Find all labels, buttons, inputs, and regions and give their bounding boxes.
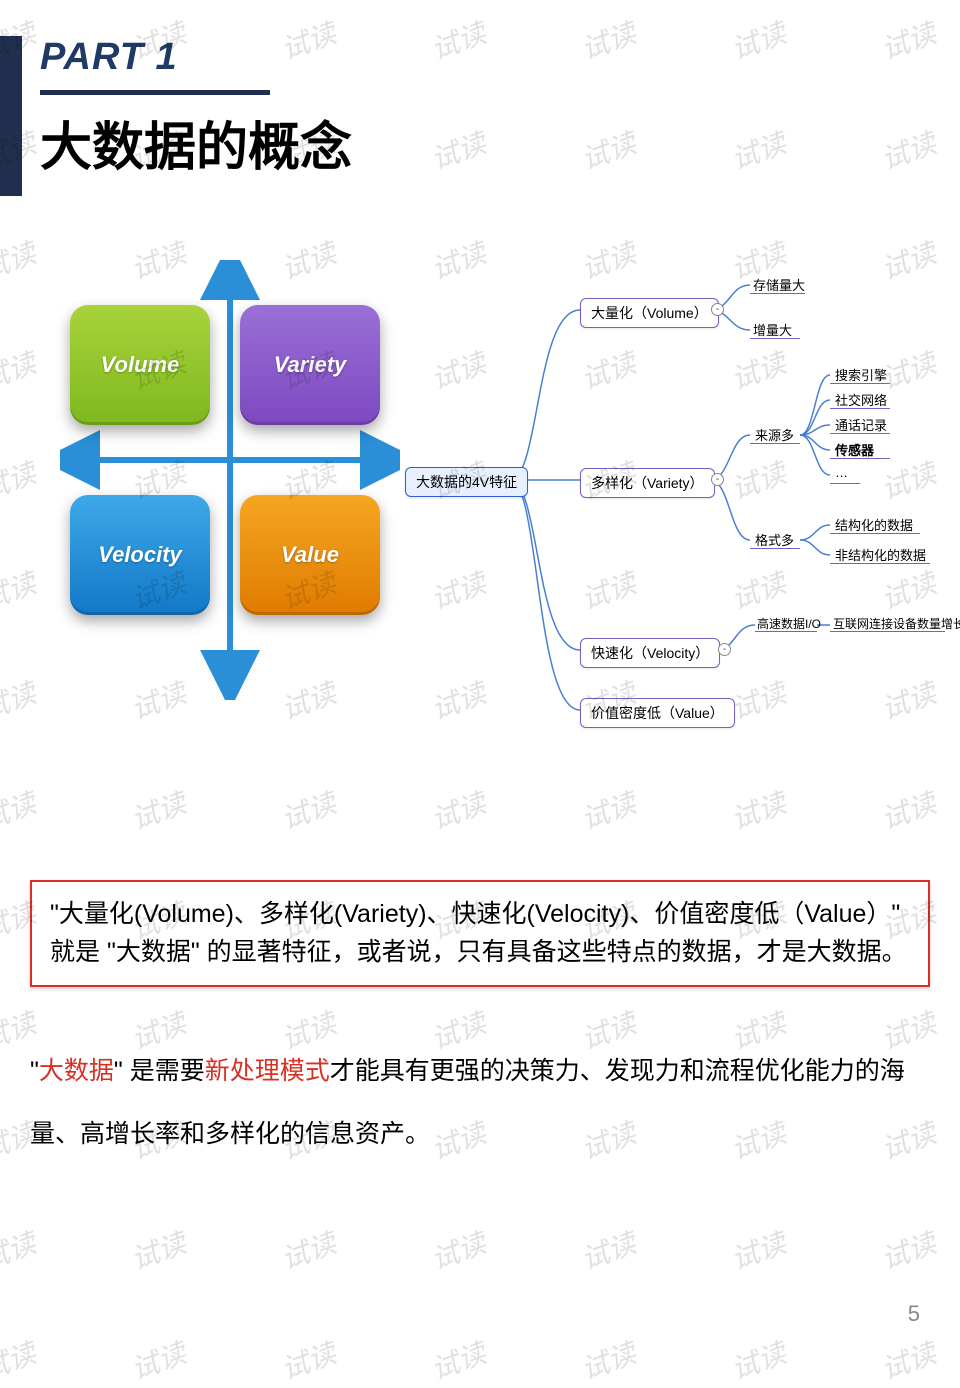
leaf-underline bbox=[830, 408, 890, 409]
node-volume: 大量化（Volume） bbox=[580, 298, 719, 328]
leaf-call: 通话记录 bbox=[835, 415, 887, 434]
leaf-search: 搜索引擎 bbox=[835, 365, 887, 384]
node-variety: 多样化（Variety） bbox=[580, 468, 715, 498]
leaf-underline bbox=[830, 631, 945, 632]
leaf-structured: 结构化的数据 bbox=[835, 515, 913, 534]
page-title: 大数据的概念 bbox=[40, 105, 352, 180]
para-pre: " bbox=[30, 1057, 39, 1085]
tile-velocity: Velocity bbox=[70, 495, 210, 615]
node-velocity: 快速化（Velocity） bbox=[580, 638, 720, 668]
toggle-icon: - bbox=[718, 643, 731, 656]
tile-value: Value bbox=[240, 495, 380, 615]
leaf-growth: 增量大 bbox=[753, 320, 792, 339]
leaf-underline bbox=[750, 548, 800, 549]
summary-box: "大量化(Volume)、多样化(Variety)、快速化(Velocity)、… bbox=[30, 880, 930, 987]
leaf-underline bbox=[830, 533, 920, 534]
mindmap-lines bbox=[405, 255, 950, 765]
para-red2: 新处理模式 bbox=[205, 1057, 330, 1085]
leaf-sensor: 传感器 bbox=[835, 440, 874, 459]
tile-volume: Volume bbox=[70, 305, 210, 425]
node-format: 格式多 bbox=[755, 530, 794, 549]
leaf-underline bbox=[830, 433, 890, 434]
node-source: 来源多 bbox=[755, 425, 794, 444]
leaf-storage: 存储量大 bbox=[753, 275, 805, 294]
leaf-social: 社交网络 bbox=[835, 390, 887, 409]
leaf-underline bbox=[755, 631, 817, 632]
mindmap: 大数据的4V特征 大量化（Volume） - 存储量大 增量大 多样化（Vari… bbox=[405, 255, 950, 765]
leaf-hsio: 高速数据I/O bbox=[757, 615, 821, 632]
leaf-underline bbox=[830, 563, 930, 564]
tile-variety: Variety bbox=[240, 305, 380, 425]
toggle-icon: - bbox=[711, 303, 724, 316]
para-red1: 大数据 bbox=[39, 1057, 114, 1085]
part-label: PART 1 bbox=[40, 36, 178, 79]
node-value: 价值密度低（Value） bbox=[580, 698, 735, 728]
mindmap-root: 大数据的4V特征 bbox=[405, 467, 528, 497]
leaf-iot: 互联网连接设备数量增长 bbox=[833, 615, 960, 632]
leaf-underline bbox=[750, 293, 805, 294]
leaf-underline bbox=[750, 338, 800, 339]
leaf-ellipsis: … bbox=[835, 465, 848, 480]
leaf-underline bbox=[830, 383, 890, 384]
leaf-unstructured: 非结构化的数据 bbox=[835, 545, 926, 564]
definition-paragraph: "大数据" 是需要新处理模式才能具有更强的决策力、发现力和流程优化能力的海量、高… bbox=[30, 1040, 930, 1165]
toggle-icon: - bbox=[711, 473, 724, 486]
quadrant-diagram: Volume Variety Velocity Value bbox=[60, 260, 400, 700]
para-mid1: " 是需要 bbox=[114, 1057, 205, 1085]
leaf-underline bbox=[750, 443, 800, 444]
part-underline bbox=[40, 90, 270, 95]
leaf-underline bbox=[830, 458, 890, 459]
page-number: 5 bbox=[908, 1301, 920, 1327]
accent-bar bbox=[0, 36, 22, 196]
leaf-underline bbox=[830, 483, 860, 484]
